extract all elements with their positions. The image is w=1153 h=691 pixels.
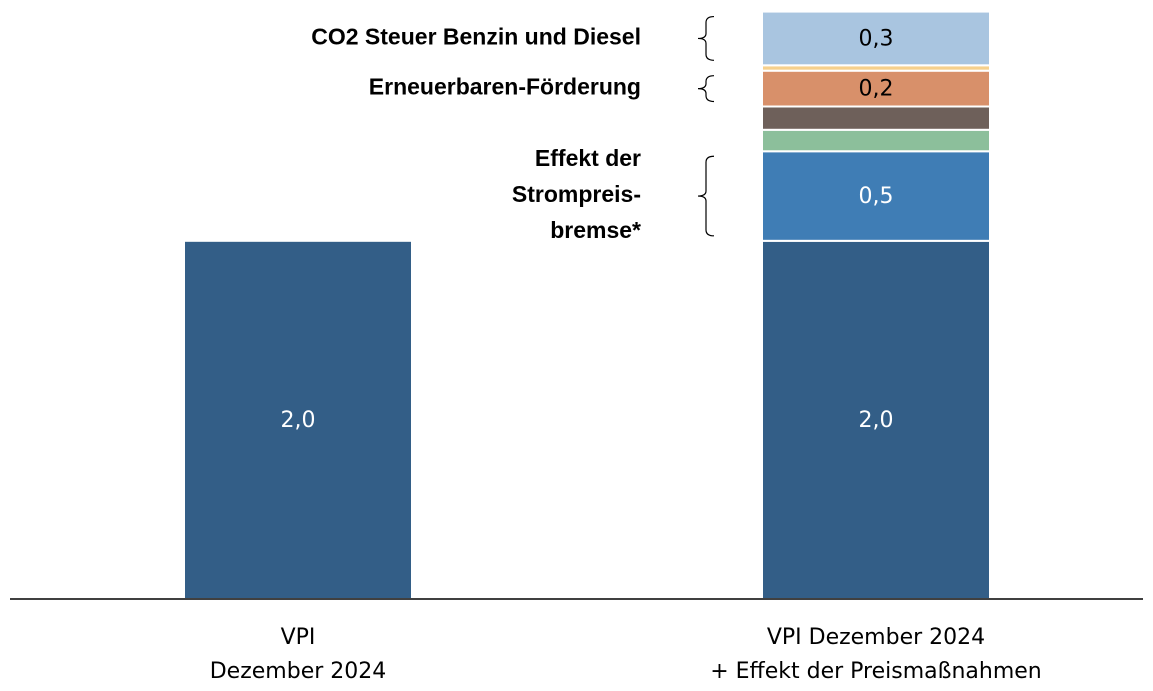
value-label: 2,0 bbox=[281, 408, 316, 433]
x-tick-label: VPI bbox=[281, 625, 316, 650]
annotation: Strompreis- bbox=[512, 181, 641, 207]
bar-segment bbox=[761, 10, 991, 67]
bar-segment bbox=[183, 239, 413, 600]
annotation: bremse* bbox=[550, 217, 641, 243]
annotation: Effekt der bbox=[535, 145, 641, 171]
value-label: 0,3 bbox=[859, 26, 894, 51]
annotation: Erneuerbaren-Förderung bbox=[369, 74, 641, 100]
value-label: 2,0 bbox=[859, 408, 894, 433]
brace bbox=[697, 15, 715, 61]
bar-segment bbox=[761, 128, 991, 153]
bar-segment bbox=[761, 105, 991, 131]
bar-segment bbox=[761, 69, 991, 108]
x-tick-label: + Effekt der Preismaßnahmen bbox=[710, 659, 1042, 684]
annotation: CO2 Steuer Benzin und Diesel bbox=[311, 24, 641, 50]
value-label: 0,2 bbox=[859, 77, 894, 102]
x-tick-label: VPI Dezember 2024 bbox=[767, 625, 985, 650]
x-tick-label: Dezember 2024 bbox=[210, 659, 387, 684]
value-label: 0,5 bbox=[859, 184, 894, 209]
brace bbox=[697, 75, 715, 103]
bar-segment bbox=[761, 239, 991, 600]
brace bbox=[697, 155, 715, 237]
